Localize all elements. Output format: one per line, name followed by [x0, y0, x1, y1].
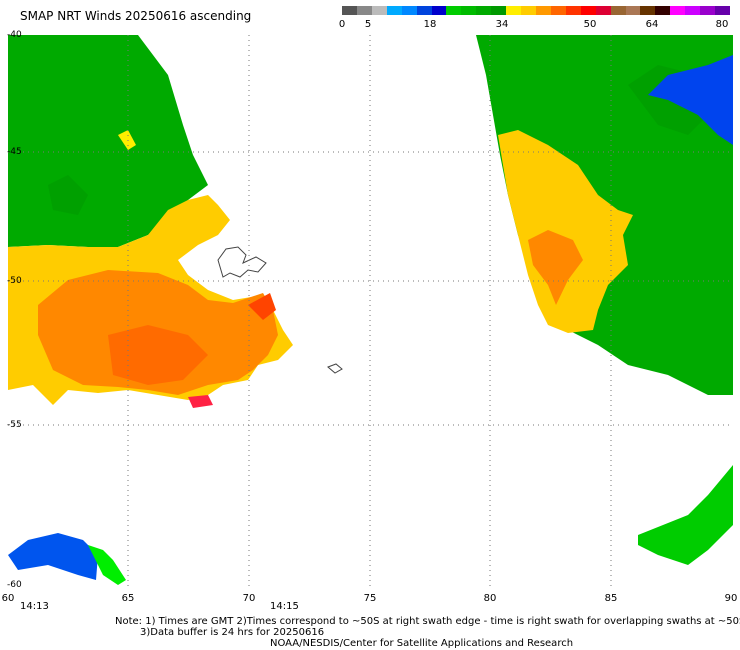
- left-swath-red-edge: [248, 293, 276, 320]
- longitude-label: 85: [604, 593, 618, 604]
- bottom-left-swath: [8, 533, 126, 585]
- colorbar-segment: [610, 6, 626, 15]
- kerguelen-island: [217, 246, 267, 278]
- colorbar-label: 34: [495, 19, 509, 30]
- left-swath: [8, 35, 293, 408]
- colorbar-segment: [342, 6, 357, 15]
- right-swath-blue-region: [648, 55, 733, 145]
- grid-lines: [8, 35, 733, 590]
- colorbar-segment: [506, 6, 522, 15]
- left-swath-dark-orange-region: [108, 325, 208, 385]
- left-swath-dark-green-region: [48, 175, 88, 215]
- latitude-label: -55: [7, 420, 22, 430]
- colorbar-segment: [491, 6, 507, 15]
- heard-island: [327, 363, 343, 374]
- latitude-label: -40: [7, 30, 22, 40]
- colorbar-segment: [431, 6, 447, 15]
- colorbar-segment: [565, 6, 581, 15]
- bottom-left-blue-region: [8, 533, 98, 580]
- latitude-label: -60: [7, 580, 22, 590]
- bottom-left-green-region: [88, 545, 126, 585]
- colorbar-segment: [550, 6, 566, 15]
- colorbar-segment: [356, 6, 372, 15]
- time-label-right: 14:15: [270, 601, 299, 612]
- colorbar-segment: [521, 6, 536, 15]
- longitude-label: 60: [1, 593, 15, 604]
- colorbar-segment: [476, 6, 492, 15]
- colorbar-segment: [685, 6, 701, 15]
- colorbar-segment: [595, 6, 611, 15]
- colorbar-segment: [715, 6, 730, 15]
- colorbar-label: 18: [423, 19, 437, 30]
- colorbar-segment: [461, 6, 477, 15]
- colorbar-label: 80: [715, 19, 729, 30]
- colorbar-label: 0: [338, 19, 346, 30]
- colorbar-label: 64: [645, 19, 659, 30]
- longitude-label: 75: [363, 593, 377, 604]
- latitude-label: -45: [7, 147, 22, 157]
- colorbar-segment: [640, 6, 656, 15]
- wind-map-svg: [8, 35, 733, 590]
- longitude-label: 80: [483, 593, 497, 604]
- note-line-2: 3)Data buffer is 24 hrs for 20250616: [140, 627, 325, 638]
- latitude-label: -50: [7, 276, 22, 286]
- wind-speed-colorbar: [342, 6, 730, 15]
- colorbar-segment: [655, 6, 671, 15]
- left-swath-yellow-spot: [118, 130, 136, 150]
- colorbar-segment: [625, 6, 641, 15]
- time-label-left: 14:13: [20, 601, 49, 612]
- colorbar-segment: [401, 6, 417, 15]
- note-line-3: NOAA/NESDIS/Center for Satellite Applica…: [270, 638, 574, 649]
- colorbar-segment: [580, 6, 596, 15]
- colorbar-segment: [371, 6, 387, 15]
- colorbar-segment: [446, 6, 462, 15]
- right-swath: [476, 35, 733, 565]
- colorbar-label: 50: [583, 19, 597, 30]
- right-swath-orange-spot: [528, 230, 583, 305]
- colorbar-label: 5: [364, 19, 372, 30]
- longitude-label: 65: [121, 593, 135, 604]
- colorbar-segment: [700, 6, 716, 15]
- note-line-1: Note: 1) Times are GMT 2)Times correspon…: [115, 616, 740, 627]
- longitude-label: 90: [724, 593, 738, 604]
- wind-map: [8, 35, 733, 590]
- right-swath-yellow-region: [498, 130, 633, 333]
- colorbar-segment: [416, 6, 432, 15]
- right-swath-green-bottom: [638, 465, 733, 565]
- colorbar-segment: [535, 6, 551, 15]
- colorbar-segment: [670, 6, 686, 15]
- map-title: SMAP NRT Winds 20250616 ascending: [20, 9, 252, 23]
- left-swath-red-spot: [188, 395, 213, 408]
- longitude-label: 70: [242, 593, 256, 604]
- colorbar-segment: [386, 6, 402, 15]
